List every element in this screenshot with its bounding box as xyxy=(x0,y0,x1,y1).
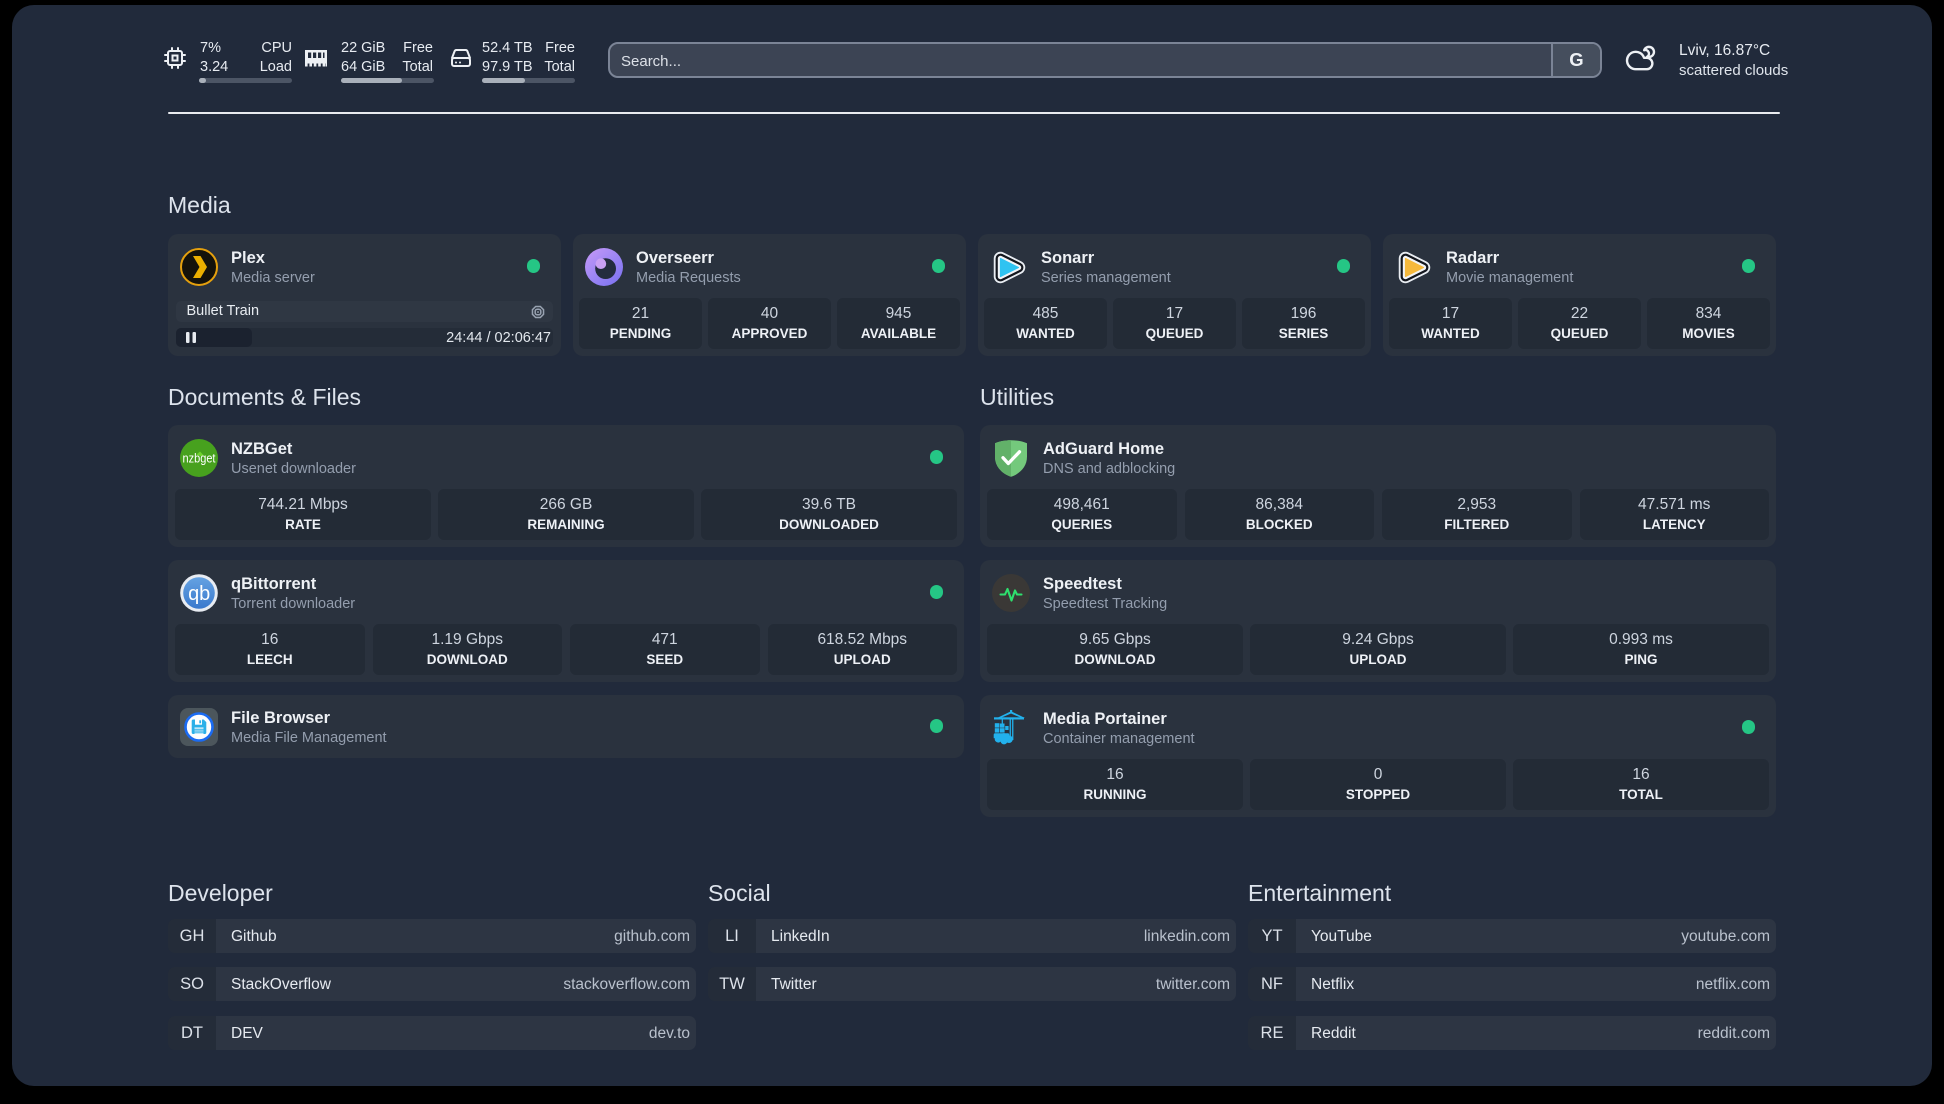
svg-text:nzbget: nzbget xyxy=(183,451,216,466)
svg-text:qb: qb xyxy=(188,583,210,605)
